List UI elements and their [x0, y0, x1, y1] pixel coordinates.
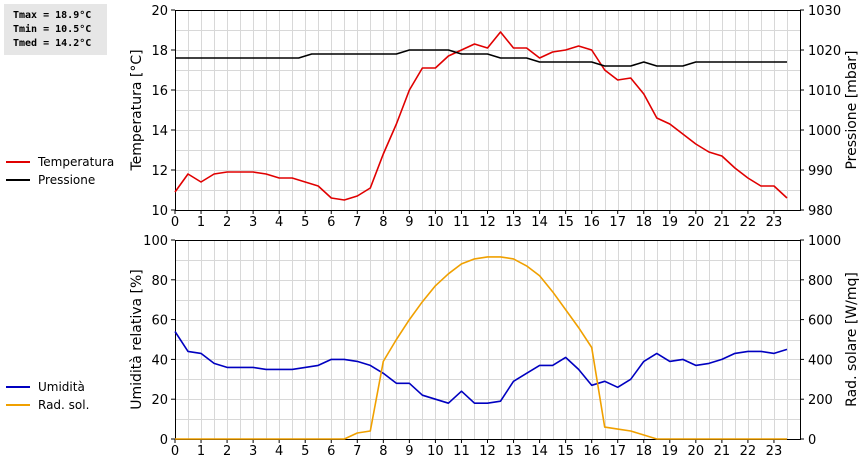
bottom-x-tick-label: 2	[223, 444, 231, 459]
bottom-yr-tick-label: 600	[808, 314, 833, 329]
top-yr-tick-label: 1020	[808, 44, 841, 59]
bottom-x-tick-label: 15	[557, 444, 574, 459]
top-x-tick-label: 1	[197, 215, 205, 230]
top-yr-tick-label: 1030	[808, 4, 841, 19]
top-yl-tick-label: 20	[151, 4, 168, 19]
bottom-grid	[175, 240, 801, 440]
bottom-x-tick-label: 13	[505, 444, 522, 459]
top-x-tick-label: 18	[635, 215, 652, 230]
top-x-tick-label: 9	[405, 215, 413, 230]
stats-box: Tmax = 18.9°C Tmin = 10.5°C Tmed = 14.2°…	[4, 4, 107, 55]
top-yl-tick-label: 14	[151, 124, 168, 139]
top-x-tick-label: 3	[249, 215, 257, 230]
bottom-yl-tick-label: 40	[151, 353, 168, 368]
bottom-x-tick-label: 0	[171, 444, 179, 459]
bottom-x-tick-label: 1	[197, 444, 205, 459]
bottom-series-line-2	[175, 256, 787, 440]
bottom-ylabel-right: Rad. solare [W/mq]	[844, 272, 860, 407]
top-x-tick-label: 22	[740, 215, 757, 230]
top-x-tick-label: 12	[479, 215, 496, 230]
bottom-x-tick-label: 14	[531, 444, 548, 459]
bottom-legend-label: Umidità	[38, 380, 85, 394]
top-x-tick-label: 11	[453, 215, 470, 230]
bottom-x-tick-label: 16	[583, 444, 600, 459]
bottom-x-tick-label: 5	[301, 444, 309, 459]
bottom-yl-tick-label: 100	[143, 234, 168, 249]
bottom-yr-tick-label: 400	[808, 353, 833, 368]
top-yr-tick-label: 980	[808, 204, 833, 219]
bottom-x-tick-label: 18	[635, 444, 652, 459]
bottom-x-tick-label: 12	[479, 444, 496, 459]
bottom-yr-tick-label: 200	[808, 393, 833, 408]
bottom-ylabel-left: Umidità relativa [%]	[129, 269, 145, 410]
bottom-x-tick-label: 20	[688, 444, 705, 459]
bottom-yl-tick-label: 80	[151, 274, 168, 289]
top-x-tick-label: 4	[275, 215, 283, 230]
top-x-tick-label: 15	[557, 215, 574, 230]
top-yl-tick-label: 18	[151, 44, 168, 59]
bottom-yr-tick-label: 800	[808, 274, 833, 289]
top-x-tick-label: 13	[505, 215, 522, 230]
bottom-yl-tick-label: 60	[151, 314, 168, 329]
bottom-x-tick-label: 21	[714, 444, 731, 459]
bottom-yl-tick-label: 20	[151, 393, 168, 408]
tmed-label: Tmed = 14.2°C	[13, 38, 92, 49]
top-yr-tick-label: 1000	[808, 124, 841, 139]
bottom-yr-tick-label: 1000	[808, 234, 841, 249]
top-x-tick-label: 14	[531, 215, 548, 230]
top-legend-label: Temperatura	[37, 155, 114, 169]
tmin-label: Tmin = 10.5°C	[13, 24, 92, 35]
top-yr-tick-label: 1010	[808, 84, 841, 99]
bottom-x-tick-label: 7	[353, 444, 361, 459]
bottom-x-tick-label: 19	[662, 444, 679, 459]
bottom-x-tick-label: 8	[379, 444, 387, 459]
top-x-tick-label: 17	[609, 215, 626, 230]
top-x-tick-label: 0	[171, 215, 179, 230]
bottom-yr-tick-label: 0	[808, 433, 816, 448]
bottom-series-line-1	[174, 331, 788, 405]
bottom-yl-tick-label: 0	[160, 433, 168, 448]
top-series-line-2	[175, 49, 787, 67]
top-x-tick-label: 6	[327, 215, 335, 230]
top-x-tick-label: 2	[223, 215, 231, 230]
bottom-x-tick-label: 3	[249, 444, 257, 459]
top-legend-label: Pressione	[38, 173, 95, 187]
bottom-x-tick-label: 17	[609, 444, 626, 459]
top-series-line-1	[174, 31, 788, 201]
top-yl-tick-label: 16	[151, 84, 168, 99]
bottom-x-tick-label: 9	[405, 444, 413, 459]
top-ylabel-left: Temperatura [°C]	[129, 49, 145, 171]
bottom-legend-label: Rad. sol.	[38, 398, 89, 412]
top-x-tick-label: 23	[766, 215, 783, 230]
bottom-x-tick-label: 23	[766, 444, 783, 459]
bottom-x-tick-label: 4	[275, 444, 283, 459]
top-x-tick-label: 5	[301, 215, 309, 230]
top-x-tick-label: 8	[379, 215, 387, 230]
tmax-label: Tmax = 18.9°C	[13, 10, 92, 21]
top-x-tick-label: 21	[714, 215, 731, 230]
top-yl-tick-label: 12	[151, 164, 168, 179]
bottom-x-tick-label: 6	[327, 444, 335, 459]
bottom-x-tick-label: 22	[740, 444, 757, 459]
top-x-tick-label: 19	[662, 215, 679, 230]
top-x-tick-label: 20	[688, 215, 705, 230]
top-x-tick-label: 10	[427, 215, 444, 230]
top-x-tick-label: 7	[353, 215, 361, 230]
bottom-x-tick-label: 10	[427, 444, 444, 459]
top-grid	[175, 10, 801, 211]
top-ylabel-right: Pressione [mbar]	[844, 50, 860, 169]
top-yl-tick-label: 10	[151, 204, 168, 219]
top-x-tick-label: 16	[583, 215, 600, 230]
top-yr-tick-label: 990	[808, 164, 833, 179]
bottom-x-tick-label: 11	[453, 444, 470, 459]
